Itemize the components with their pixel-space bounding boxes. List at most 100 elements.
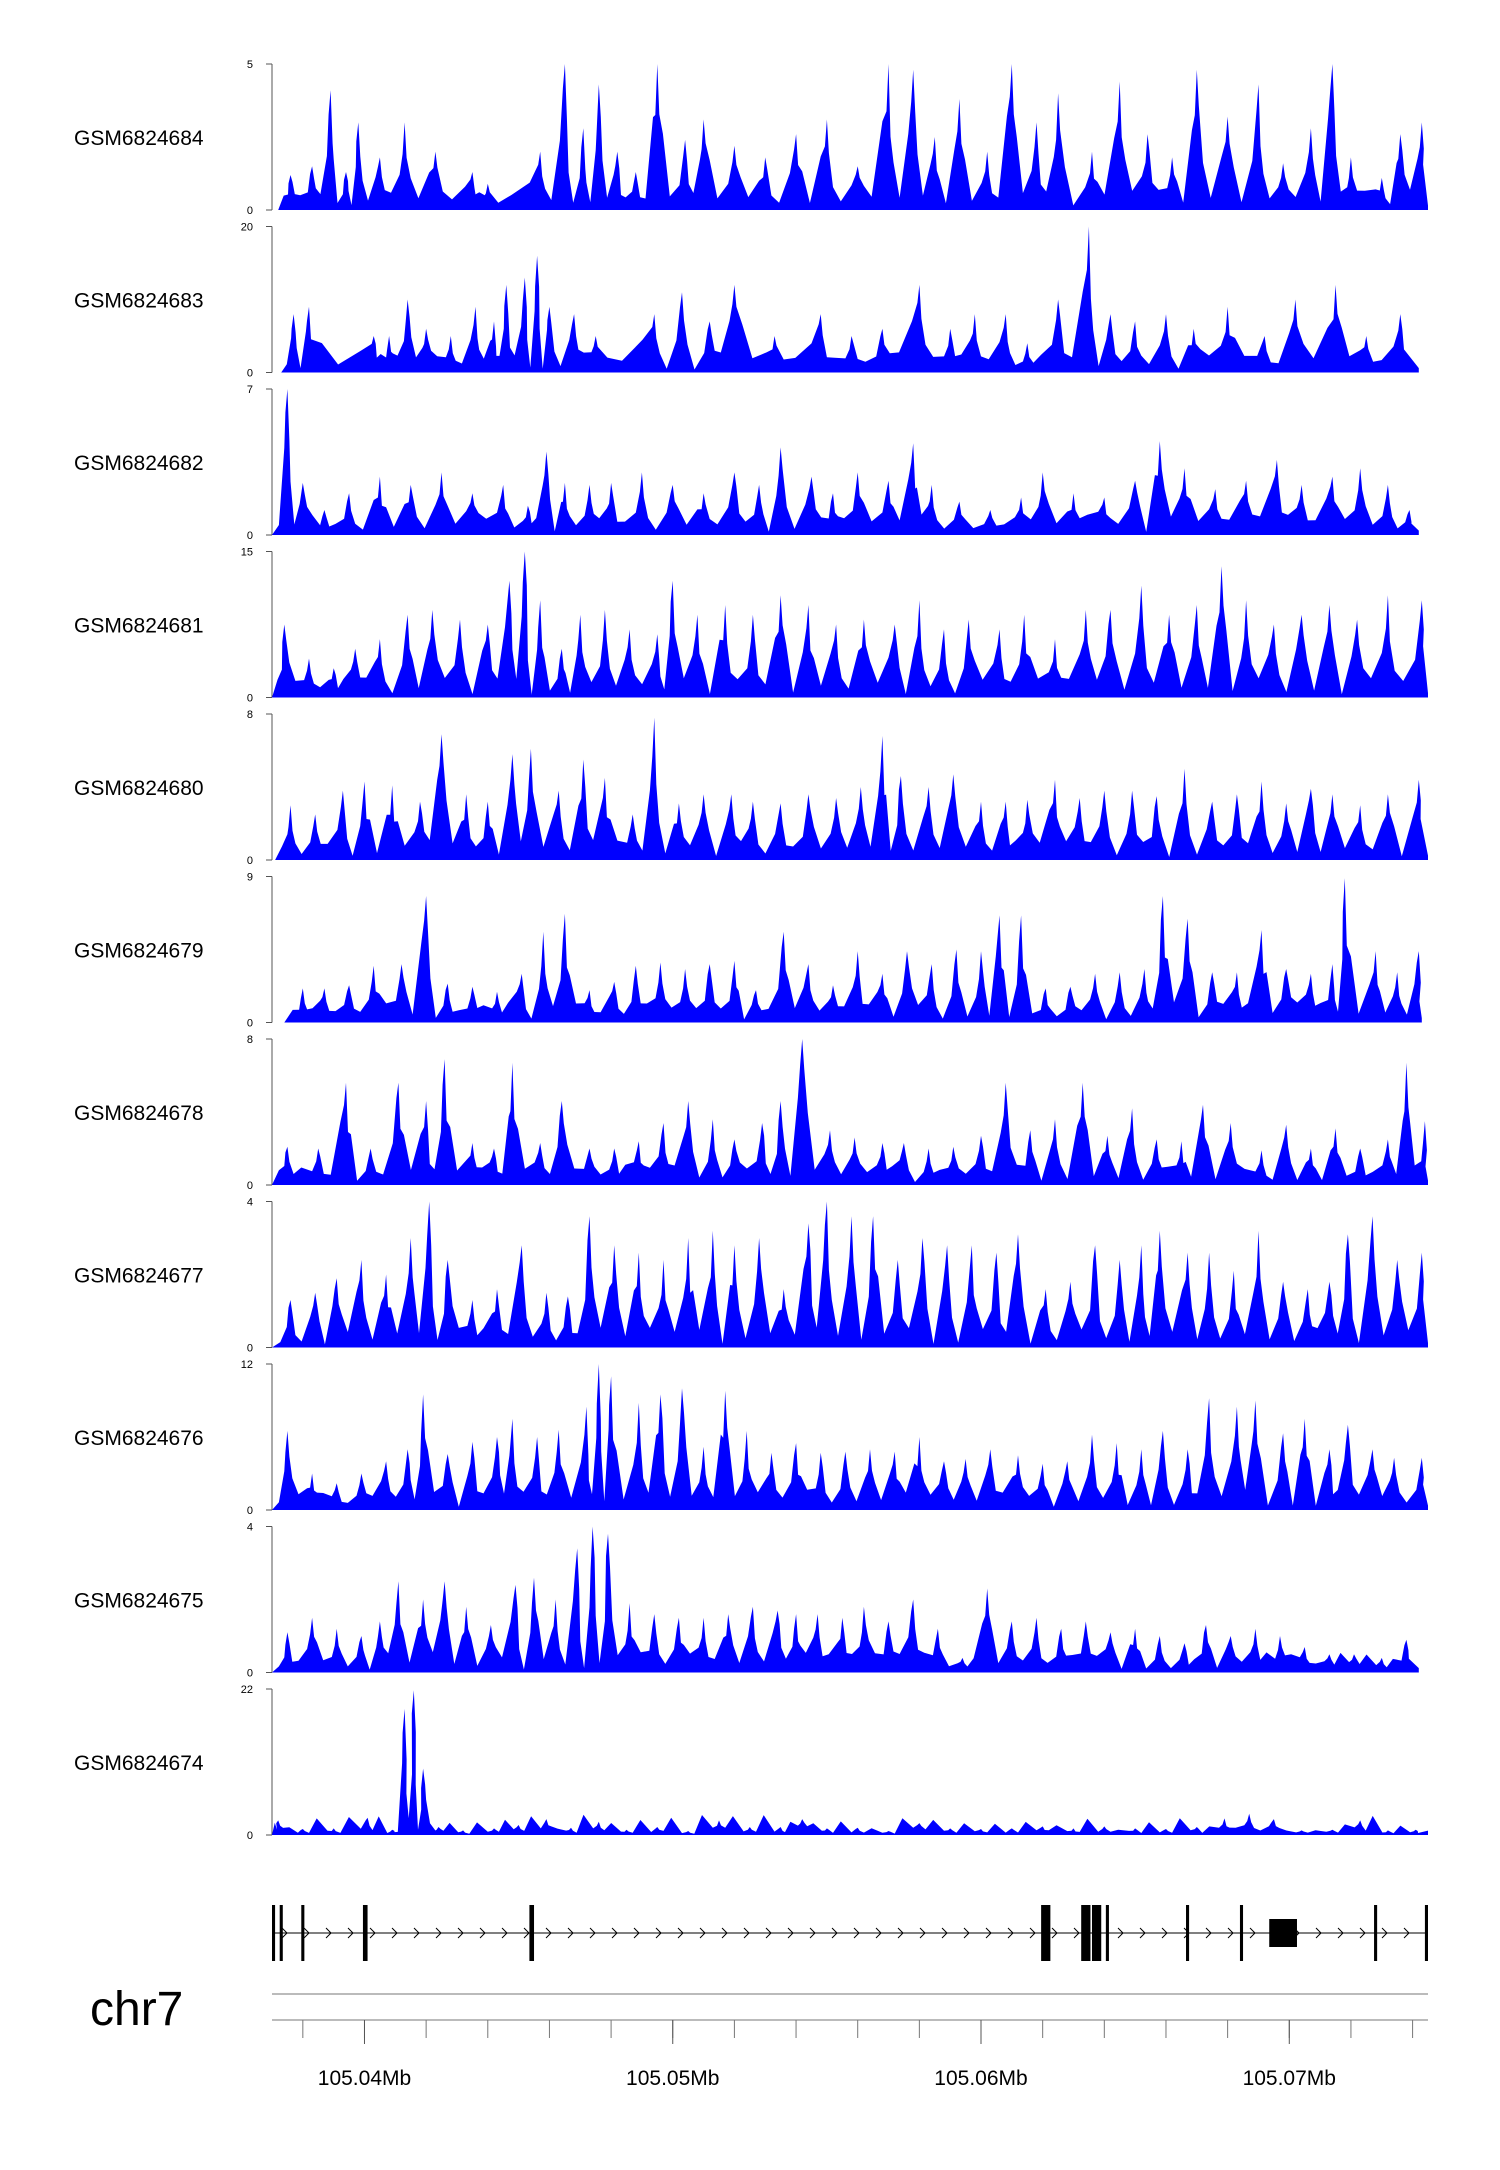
strand-arrow [1249, 1927, 1256, 1939]
strand-arrow [1337, 1927, 1344, 1939]
y-tick-min-label: 0 [247, 1180, 253, 1192]
track-label: GSM6824680 [74, 777, 204, 800]
strand-arrow [985, 1927, 992, 1939]
strand-arrow [589, 1927, 596, 1939]
x-tick-label: 105.05Mb [626, 2067, 719, 2090]
track-GSM6824679: GSM6824679 9 0 [74, 872, 1422, 1030]
genomic-axis: chr7 105.04Mb 105.05Mb 105.06Mb 105.07Mb [90, 1983, 1428, 2090]
strand-arrow [875, 1927, 882, 1939]
track-GSM6824676: GSM6824676 12 0 [74, 1359, 1428, 1517]
exon [1041, 1905, 1051, 1961]
tracks-layer: GSM682468450GSM6824683200GSM682468270GSM… [74, 59, 1429, 1842]
gene-model [272, 1905, 1428, 1961]
strand-arrow [919, 1927, 926, 1939]
strand-arrow [1007, 1927, 1014, 1939]
strand-arrow [963, 1927, 970, 1939]
strand-arrow [765, 1927, 772, 1939]
chromosome-label: chr7 [90, 1983, 183, 2036]
y-tick-max-label: 4 [247, 1522, 253, 1534]
strand-arrow [347, 1927, 354, 1939]
coverage-area [272, 1526, 1419, 1673]
track-GSM6824678: GSM6824678 8 0 [74, 1034, 1428, 1192]
y-tick-max-label: 7 [247, 384, 253, 396]
y-tick-min-label: 0 [247, 693, 253, 705]
y-tick-max-label: 12 [241, 1359, 253, 1371]
strand-arrow [677, 1927, 684, 1939]
coverage-area [272, 1690, 1428, 1835]
y-tick-min-label: 0 [247, 530, 253, 542]
y-tick-min-label: 0 [247, 205, 253, 217]
y-tick-max-label: 8 [247, 1034, 253, 1046]
y-tick-min-label: 0 [247, 368, 253, 380]
strand-arrow [1029, 1927, 1036, 1939]
coverage-area [278, 64, 1429, 210]
strand-arrow [1161, 1927, 1168, 1939]
track-label: GSM6824684 [74, 127, 204, 150]
y-tick-max-label: 15 [241, 547, 253, 559]
track-GSM6824682: GSM6824682 7 0 [74, 384, 1419, 542]
exon [1081, 1905, 1091, 1961]
strand-arrow [545, 1927, 552, 1939]
track-label: GSM6824682 [74, 452, 204, 475]
strand-arrow [479, 1927, 486, 1939]
track-GSM6824675: GSM6824675 4 0 [74, 1522, 1419, 1680]
x-tick-label: 105.07Mb [1243, 2067, 1336, 2090]
exon [279, 1905, 283, 1961]
exon [1186, 1905, 1190, 1961]
strand-arrow [611, 1927, 618, 1939]
track-label: GSM6824681 [74, 615, 204, 638]
track-GSM6824674: GSM6824674 22 0 [74, 1684, 1428, 1842]
strand-arrow [1205, 1927, 1212, 1939]
strand-arrow [501, 1927, 508, 1939]
exon [1105, 1905, 1109, 1961]
exon [272, 1905, 276, 1961]
strand-arrow [897, 1927, 904, 1939]
strand-arrow [941, 1927, 948, 1939]
y-tick-max-label: 8 [247, 709, 253, 721]
strand-arrow [633, 1927, 640, 1939]
strand-arrow [831, 1927, 838, 1939]
exon [1424, 1905, 1428, 1961]
track-label: GSM6824677 [74, 1265, 204, 1288]
strand-arrow [303, 1927, 310, 1939]
track-label: GSM6824683 [74, 290, 204, 313]
exon [1239, 1905, 1244, 1961]
y-tick-min-label: 0 [247, 1830, 253, 1842]
y-tick-max-label: 9 [247, 872, 253, 884]
strand-arrow [1073, 1927, 1080, 1939]
coverage-area [281, 226, 1419, 373]
strand-arrow [787, 1927, 794, 1939]
strand-arrow [1139, 1927, 1146, 1939]
strand-arrow [1051, 1927, 1058, 1939]
strand-arrow [435, 1927, 442, 1939]
y-tick-max-label: 5 [247, 59, 253, 71]
track-GSM6824684: GSM6824684 5 0 [74, 59, 1429, 217]
x-tick-label: 105.04Mb [318, 2067, 411, 2090]
track-GSM6824680: GSM6824680 8 0 [74, 709, 1429, 867]
strand-arrow [391, 1927, 398, 1939]
x-tick-label: 105.06Mb [934, 2067, 1027, 2090]
strand-arrow [743, 1927, 750, 1939]
track-label: GSM6824674 [74, 1752, 204, 1775]
strand-arrow [699, 1927, 706, 1939]
y-tick-min-label: 0 [247, 1018, 253, 1030]
strand-arrow [655, 1927, 662, 1939]
track-GSM6824677: GSM6824677 4 0 [74, 1197, 1428, 1355]
track-label: GSM6824675 [74, 1590, 204, 1613]
strand-arrow [1403, 1927, 1410, 1939]
y-tick-min-label: 0 [247, 1668, 253, 1680]
strand-arrow [281, 1927, 288, 1939]
coverage-area [272, 551, 1428, 698]
track-label: GSM6824676 [74, 1427, 204, 1450]
strand-arrow [325, 1927, 332, 1939]
strand-arrow [721, 1927, 728, 1939]
strand-arrow [853, 1927, 860, 1939]
strand-arrow [413, 1927, 420, 1939]
track-GSM6824683: GSM6824683 20 0 [74, 222, 1419, 380]
exon [1374, 1905, 1378, 1961]
strand-arrow [1381, 1927, 1388, 1939]
coverage-area [272, 1364, 1428, 1510]
strand-arrow [523, 1927, 530, 1939]
strand-arrow [809, 1927, 816, 1939]
